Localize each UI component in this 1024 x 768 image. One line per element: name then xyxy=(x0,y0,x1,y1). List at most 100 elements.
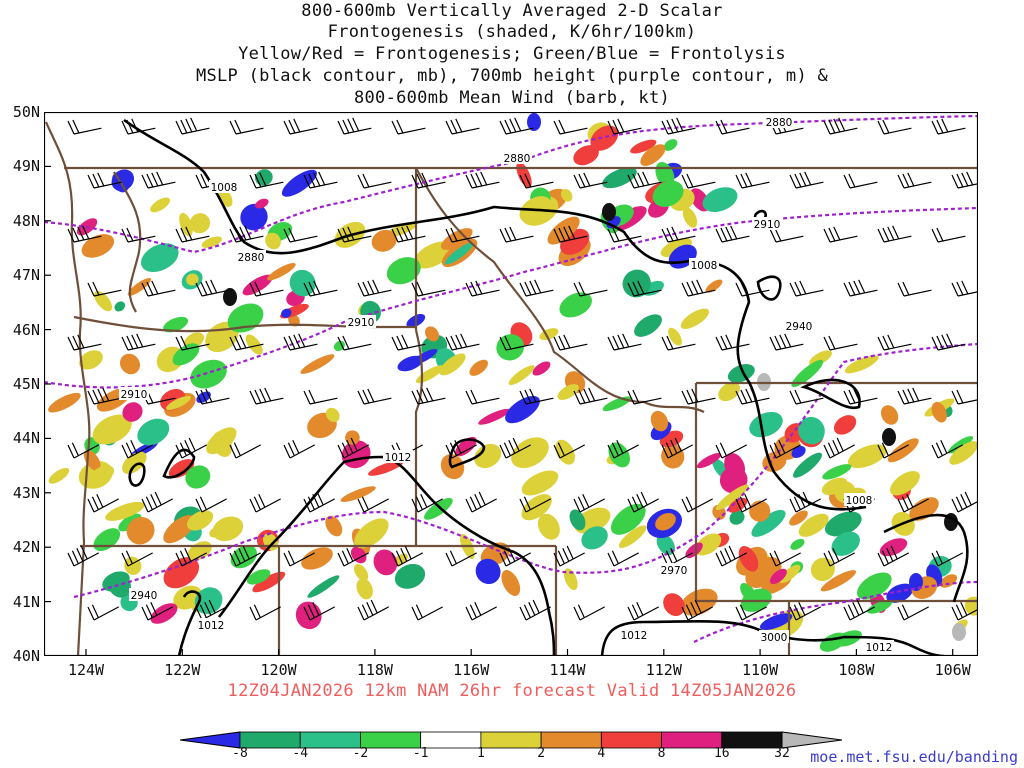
frontolysis-patch xyxy=(634,314,662,337)
footer-url[interactable]: moe.met.fsu.edu/banding xyxy=(810,748,1018,766)
wind-barb xyxy=(411,604,443,621)
frontogenesis-patch xyxy=(663,593,685,616)
wind-barb xyxy=(283,227,318,243)
frontolysis-patch xyxy=(835,630,862,647)
frontogenesis-patch xyxy=(300,354,335,374)
wind-barb xyxy=(229,225,264,243)
wind-barb xyxy=(411,172,446,189)
wind-barb xyxy=(249,387,284,405)
wind-barb xyxy=(715,545,747,567)
wind-barb xyxy=(897,604,929,621)
frontolysis-patch xyxy=(163,316,189,333)
frontogenesis-patch xyxy=(425,326,439,342)
wind-barb xyxy=(121,118,156,135)
wind-barb xyxy=(573,281,608,297)
wind-barb xyxy=(303,389,338,405)
latitude-label: 43N xyxy=(12,483,40,502)
wind-barb xyxy=(573,494,605,513)
wind-barb xyxy=(357,496,389,513)
map-title-line-5: 800-600mb Mean Wind (barb, kt) xyxy=(353,88,671,108)
wind-barb xyxy=(303,491,335,513)
wind-barb xyxy=(661,437,693,459)
frontogenesis-core xyxy=(909,573,923,591)
wind-barb xyxy=(195,496,227,513)
wind-barb xyxy=(87,281,122,297)
colorbar-label: 2 xyxy=(537,746,546,761)
wind-barb xyxy=(141,171,176,189)
wind-barb xyxy=(121,440,153,459)
wind-barb xyxy=(445,333,480,351)
wind-barb xyxy=(283,118,318,135)
wind-barb xyxy=(121,227,156,243)
frontogenesis-patch xyxy=(301,547,333,570)
frontolysis-patch xyxy=(475,558,501,585)
wind-barb xyxy=(141,491,173,513)
height-contour-label: 2880 xyxy=(238,252,265,264)
frontogenesis-patch xyxy=(126,516,155,545)
wind-barb xyxy=(67,545,99,567)
wind-barb xyxy=(229,545,261,567)
state-borders xyxy=(44,121,978,656)
frontogenesis-patch xyxy=(163,515,196,544)
frontogenesis-patch xyxy=(163,557,200,589)
wind-barb xyxy=(229,334,264,351)
wind-barb xyxy=(843,388,878,405)
wind-barb xyxy=(681,279,716,297)
frontogenesis-patch xyxy=(245,334,263,355)
frontolysis-patch xyxy=(172,343,200,366)
wind-barb xyxy=(411,281,446,297)
colorbar-label: -4 xyxy=(292,746,309,761)
frontolysis-patch xyxy=(569,509,586,531)
frontogenesis-patch xyxy=(547,216,580,245)
wind-barb xyxy=(573,387,608,405)
frontogenesis-patch xyxy=(478,408,510,425)
longitude-label: 114W xyxy=(549,661,586,679)
frontolysis-patch xyxy=(140,243,179,272)
wind-barb xyxy=(715,442,747,459)
wind-barb xyxy=(337,117,372,135)
frontogenesis-patch xyxy=(469,359,488,376)
frontogenesis-patch xyxy=(820,570,857,592)
frontogenesis-patch xyxy=(105,501,145,521)
border-wa-or xyxy=(73,315,416,333)
wind-barb xyxy=(465,602,497,621)
latitude-label: 40N xyxy=(12,647,40,665)
frontolysis-patch xyxy=(386,257,421,285)
frontolysis-patch xyxy=(114,301,126,312)
frontolysis-patch xyxy=(886,583,914,603)
wind-barb xyxy=(553,442,585,459)
wind-barb xyxy=(337,335,372,351)
frontolysis-patch xyxy=(663,139,678,151)
wind-barb xyxy=(553,545,585,567)
wind-barb xyxy=(465,171,500,189)
wind-barb xyxy=(789,491,821,513)
map-title-line-1: 800-600mb Vertically Averaged 2-D Scalar xyxy=(301,1,723,21)
frontogenesis-patch xyxy=(705,279,723,293)
wind-barb xyxy=(499,226,534,243)
wind-barb xyxy=(715,334,750,351)
frontogenesis-patch xyxy=(887,438,919,463)
longitude-label: 106W xyxy=(934,661,971,679)
frontolysis-patch xyxy=(190,359,227,389)
wind-barb xyxy=(897,281,932,297)
wind-barb xyxy=(87,494,119,513)
colorbar-label: 16 xyxy=(713,746,730,761)
frontogenesis-patch xyxy=(345,430,360,445)
frontolysis-patch xyxy=(307,575,340,598)
mslp-contour-label: 1012 xyxy=(866,642,893,654)
frontogenesis-patch xyxy=(590,125,619,151)
wind-barb xyxy=(445,440,477,459)
frontogenesis-patch xyxy=(166,395,191,411)
mslp-contour-label: 1012 xyxy=(621,630,648,642)
wind-barb xyxy=(519,599,551,621)
wind-barb xyxy=(627,491,659,513)
frontogenesis-patch xyxy=(501,570,521,596)
mslp-contour-label: 1008 xyxy=(691,260,718,272)
wind-barb xyxy=(175,335,210,351)
wind-barb xyxy=(519,388,554,405)
wind-barb xyxy=(283,440,315,459)
frontogenesis-patch xyxy=(187,510,214,531)
frontogenesis-core xyxy=(223,288,237,306)
wind-barb xyxy=(735,494,767,513)
frontogenesis-patch xyxy=(252,571,286,593)
